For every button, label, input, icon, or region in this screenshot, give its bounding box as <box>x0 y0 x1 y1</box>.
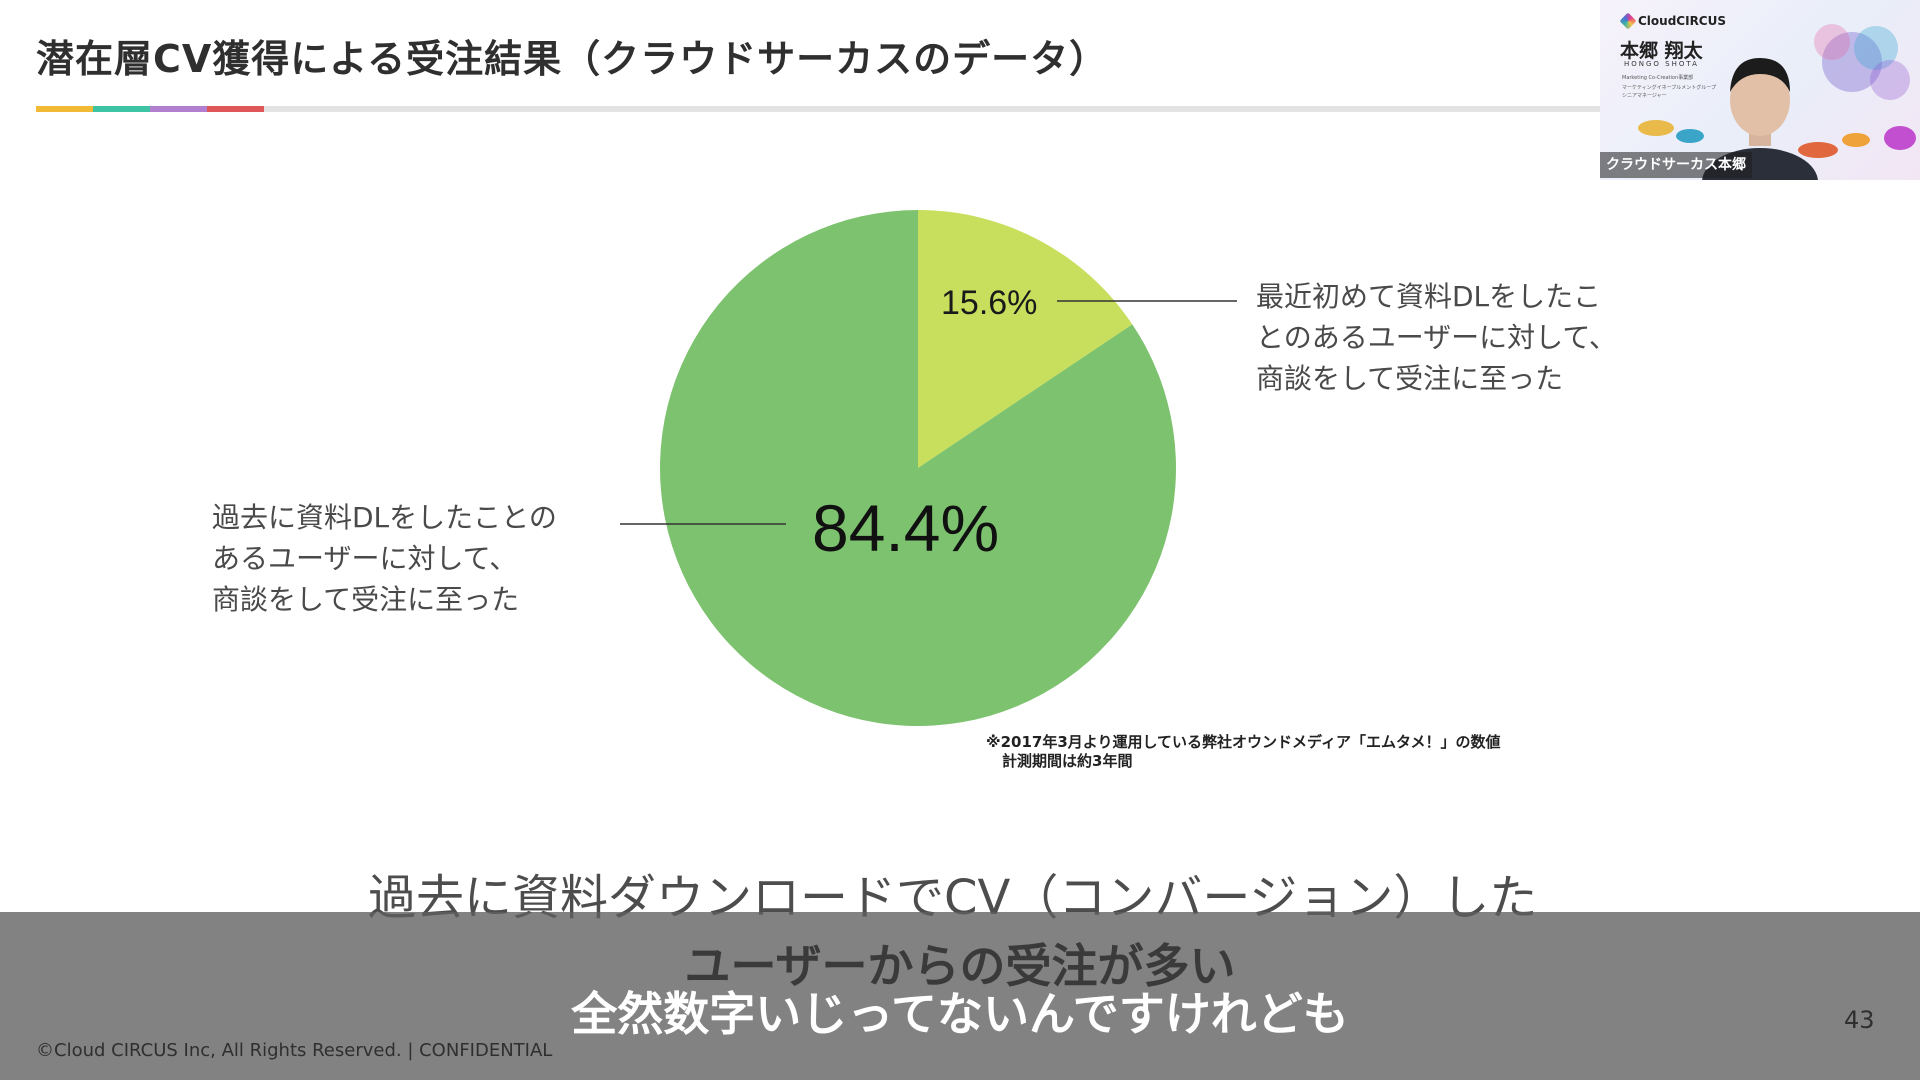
callout-recent-dl-line: とのあるユーザーに対して、 <box>1256 321 1617 354</box>
webcam-name-roman: HONGO SHOTA <box>1624 60 1699 68</box>
callout-past-dl-line: 商談をして受注に至った <box>212 583 520 616</box>
footnote: ※2017年3月より運用している弊社オウンドメディア「エムタメ！」の数値 計測期… <box>986 733 1501 771</box>
callout-past-dl-line: あるユーザーに対して、 <box>212 542 518 575</box>
webcam-name-kanji: 本郷 翔太 <box>1620 40 1703 62</box>
accent-segment-yellow <box>36 106 93 112</box>
callout-recent-dl: 最近初めて資料DLをしたこ とのあるユーザーに対して、 商談をして受注に至った <box>1256 276 1617 399</box>
subtitle-line-1: ユーザーからの受注が多い <box>684 939 1236 993</box>
callout-recent-dl-line: 最近初めて資料DLをしたこ <box>1256 280 1602 313</box>
pie-slice-recent-dl <box>918 210 1133 468</box>
callout-recent-dl-line: 商談をして受注に至った <box>1256 362 1564 395</box>
data-label-past-dl: 84.4% <box>812 491 999 565</box>
cloudcircus-logo-icon <box>1619 12 1637 30</box>
webcam-brand: CloudCIRCUS <box>1619 12 1727 30</box>
subtitle-line-2: 全然数字いじってないんですけれども <box>571 987 1349 1041</box>
copyright: ©Cloud CIRCUS Inc, All Rights Reserved. … <box>36 1040 553 1061</box>
accent-segment-purple <box>150 106 207 112</box>
title-rule <box>36 106 1600 112</box>
footnote-line: ※2017年3月より運用している弊社オウンドメディア「エムタメ！」の数値 <box>986 733 1501 751</box>
callout-past-dl-line: 過去に資料DLをしたことの <box>212 501 557 534</box>
webcam-role-line: マーケティングイネーブルメントグループ <box>1622 85 1717 91</box>
participant-name-label: クラウドサーカス本郷 <box>1600 152 1752 178</box>
accent-segment-teal <box>93 106 150 112</box>
webcam-background-graphic <box>1638 24 1916 180</box>
person-avatar <box>1702 58 1818 180</box>
callout-past-dl: 過去に資料DLをしたことの あるユーザーに対して、 商談をして受注に至った <box>212 497 557 620</box>
slide-title: 潜在層CV獲得による受注結果（クラウドサーカスのデータ） <box>36 37 1109 81</box>
page-number: 43 <box>1844 1006 1875 1034</box>
data-label-recent-dl: 15.6% <box>941 284 1037 322</box>
webcam-tile[interactable]: CloudCIRCUS 本郷 翔太 HONGO SHOTA Marketing … <box>1600 0 1920 180</box>
webcam-role-line: シニアマネージャー <box>1622 93 1667 99</box>
webcam-brand-text: CloudCIRCUS <box>1638 14 1727 28</box>
decorative-animals-icon <box>1638 120 1916 158</box>
decorative-tree-icon <box>1814 24 1910 100</box>
accent-segment-red <box>207 106 264 112</box>
pie-slice-past-dl <box>659 210 1176 726</box>
footnote-line: 計測期間は約3年間 <box>1002 752 1133 770</box>
webcam-role-line: Marketing Co-Creation事業部 <box>1622 75 1694 81</box>
subtitle-band <box>0 912 1920 1080</box>
